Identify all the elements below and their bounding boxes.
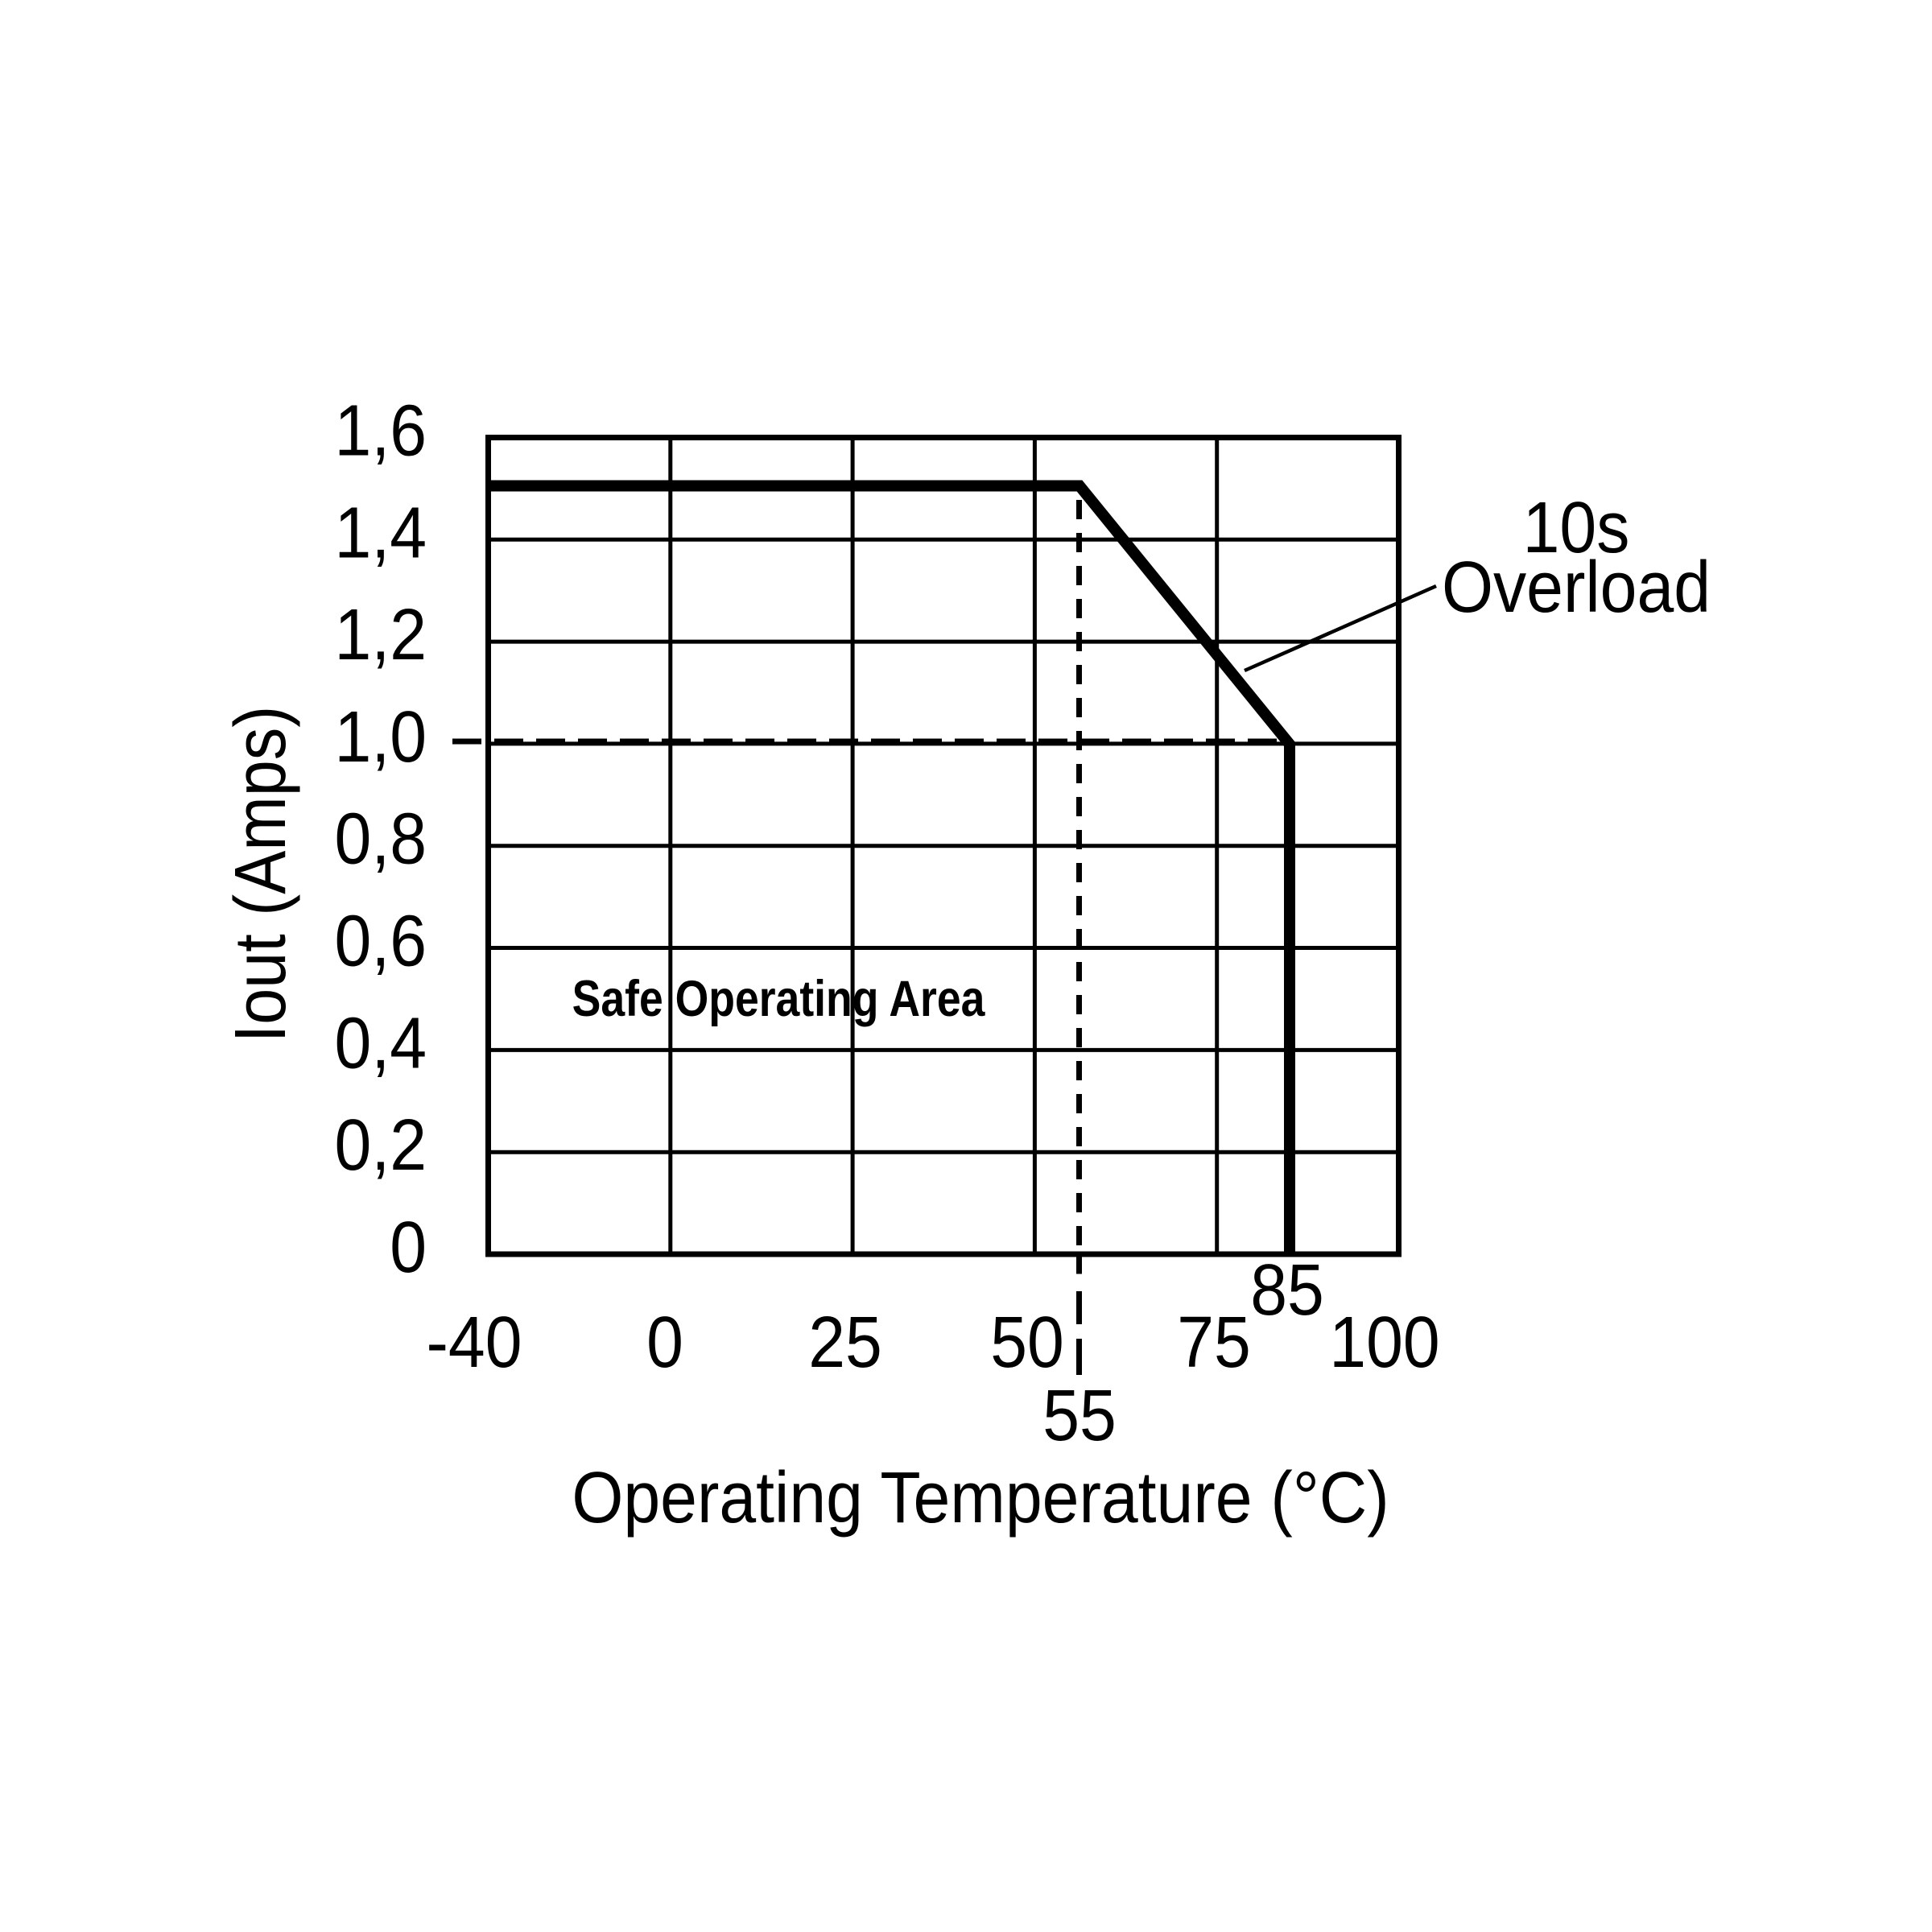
svg-text:0: 0 (646, 1302, 683, 1383)
svg-text:0,8: 0,8 (335, 799, 427, 879)
svg-text:Operating Temperature (°C): Operating Temperature (°C) (572, 1458, 1389, 1538)
svg-text:-40: -40 (426, 1302, 522, 1383)
svg-text:Iout (Amps): Iout (Amps) (220, 706, 301, 1043)
svg-text:0,2: 0,2 (335, 1105, 427, 1186)
svg-text:1,6: 1,6 (335, 390, 427, 471)
svg-text:Overload: Overload (1442, 547, 1711, 628)
svg-text:1,2: 1,2 (335, 595, 427, 675)
svg-text:0,6: 0,6 (335, 901, 427, 981)
svg-text:75: 75 (1177, 1302, 1251, 1383)
svg-text:Safe Operating Area: Safe Operating Area (572, 971, 985, 1027)
svg-text:0: 0 (390, 1208, 427, 1288)
svg-text:1,0: 1,0 (335, 697, 427, 778)
svg-text:100: 100 (1329, 1302, 1439, 1383)
svg-text:0,4: 0,4 (335, 1003, 427, 1084)
svg-text:85: 85 (1250, 1250, 1324, 1331)
svg-text:1,4: 1,4 (335, 493, 427, 573)
svg-text:55: 55 (1042, 1376, 1117, 1456)
svg-text:25: 25 (808, 1302, 882, 1383)
svg-text:10s: 10s (1523, 488, 1630, 568)
svg-text:50: 50 (990, 1302, 1064, 1383)
